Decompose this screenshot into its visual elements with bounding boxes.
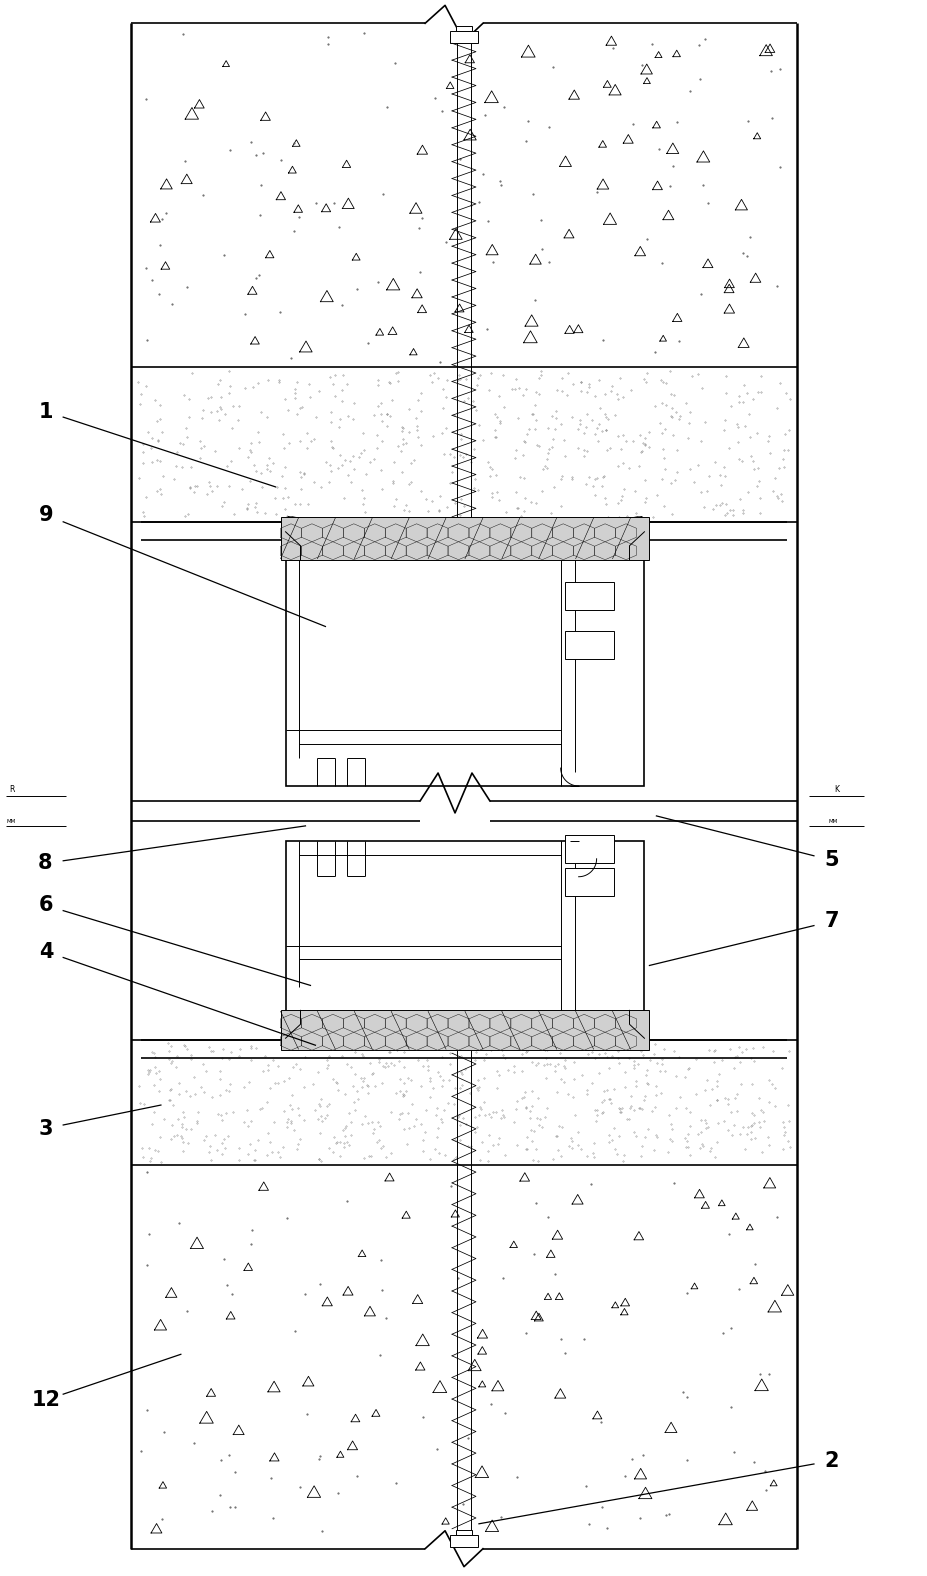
- Bar: [286, 842, 643, 1015]
- Text: 9: 9: [39, 506, 54, 525]
- Text: 3: 3: [38, 1119, 53, 1138]
- Bar: [450, 32, 477, 43]
- Bar: [280, 1010, 649, 1050]
- Bar: [455, 27, 472, 32]
- Text: 1: 1: [39, 402, 54, 421]
- Text: 7: 7: [823, 911, 838, 931]
- Text: 5: 5: [823, 849, 838, 870]
- Bar: [455, 1530, 472, 1535]
- Bar: [565, 632, 613, 659]
- Text: 4: 4: [39, 941, 54, 961]
- Text: 2: 2: [823, 1451, 838, 1470]
- Text: 8: 8: [38, 853, 53, 873]
- Text: 6: 6: [39, 895, 53, 916]
- Text: K: K: [833, 785, 838, 794]
- Bar: [565, 582, 613, 610]
- Bar: [450, 1535, 477, 1546]
- Bar: [565, 868, 613, 895]
- Text: 12: 12: [32, 1390, 60, 1411]
- Bar: [565, 835, 613, 862]
- Text: R: R: [9, 785, 15, 794]
- Bar: [286, 522, 643, 786]
- Text: MM: MM: [828, 820, 837, 824]
- Text: MM: MM: [6, 820, 16, 824]
- Bar: [280, 517, 649, 559]
